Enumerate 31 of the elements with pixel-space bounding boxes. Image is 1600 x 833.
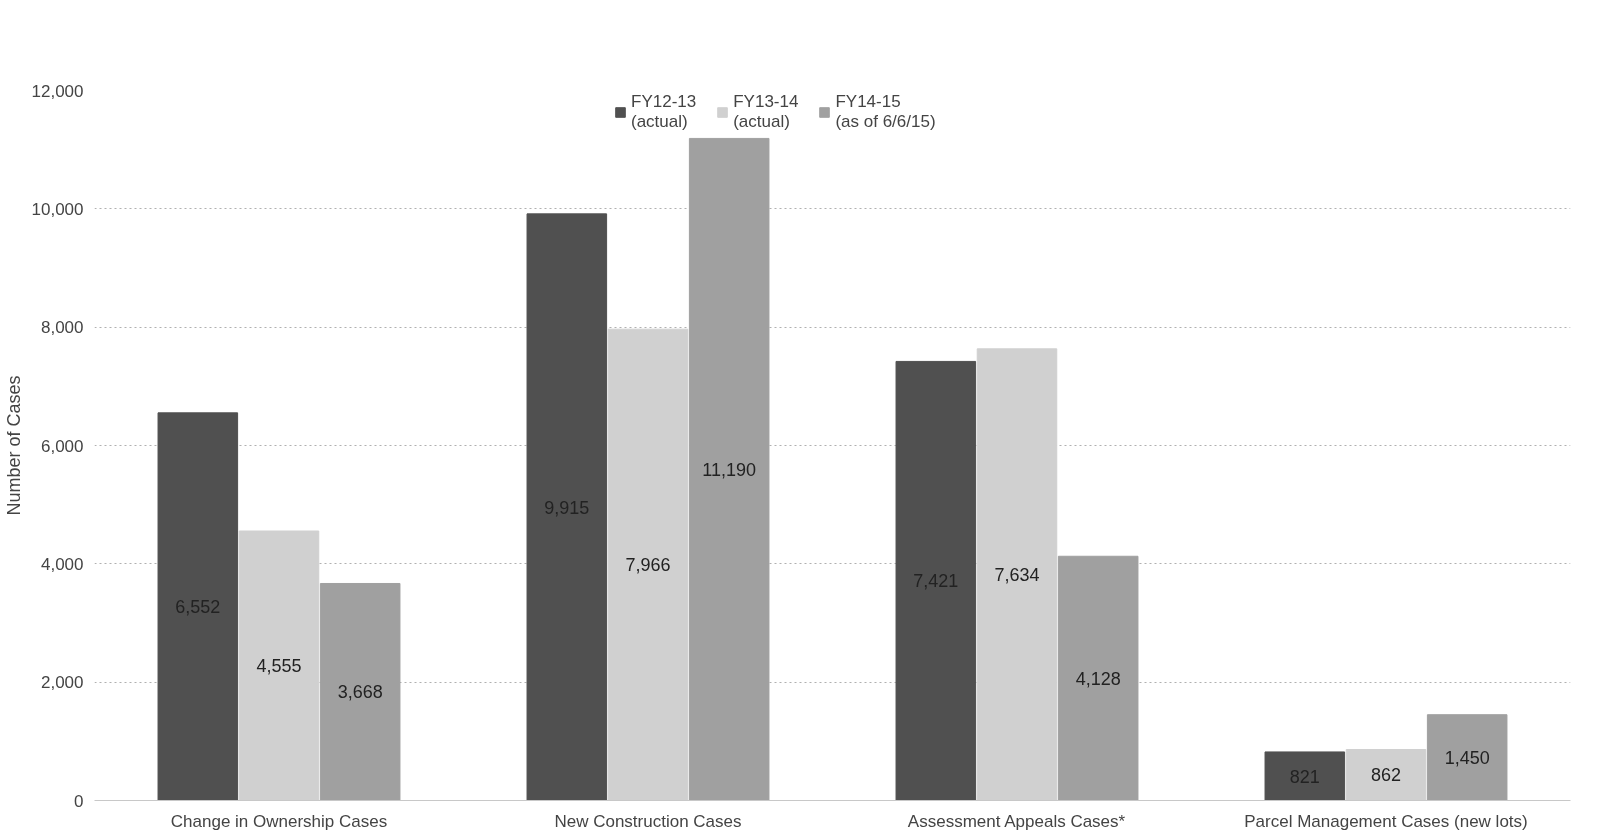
bar bbox=[1264, 751, 1346, 801]
y-tick-label: 0 bbox=[74, 791, 84, 811]
bar bbox=[319, 582, 401, 801]
y-tick-label: 10,000 bbox=[31, 199, 84, 219]
y-tick-label: 8,000 bbox=[40, 318, 84, 338]
y-tick-label: 12,000 bbox=[31, 81, 84, 101]
text: 4,128 bbox=[1075, 668, 1121, 689]
text: 862 bbox=[1370, 765, 1402, 786]
x-tick-label: New Construction Cases bbox=[554, 811, 742, 831]
legend-label: FY13-14 (actual) bbox=[733, 92, 799, 132]
legend-label: FY12-13 (actual) bbox=[631, 92, 697, 132]
bar bbox=[895, 360, 977, 801]
x-tick-label: Assessment Appeals Cases* bbox=[907, 811, 1126, 831]
text: 3,668 bbox=[337, 682, 383, 703]
text: 1,450 bbox=[1444, 748, 1490, 769]
y-tick-label: 2,000 bbox=[40, 673, 84, 693]
bar bbox=[1426, 714, 1508, 801]
bar bbox=[526, 213, 608, 801]
x-tick-label: Change in Ownership Cases bbox=[170, 811, 388, 831]
text: 11,190 bbox=[702, 459, 757, 480]
y-axis-title: Number of Cases bbox=[3, 375, 24, 516]
x-tick-label: Parcel Management Cases (new lots) bbox=[1244, 811, 1528, 831]
bar bbox=[688, 137, 770, 801]
legend-label: FY14-15 (as of 6/6/15) bbox=[835, 92, 936, 132]
bar bbox=[157, 412, 239, 801]
y-tick-label: 4,000 bbox=[40, 554, 84, 574]
y-tick-label: 6,000 bbox=[40, 436, 84, 456]
text: 7,966 bbox=[625, 555, 671, 576]
text: 7,634 bbox=[994, 565, 1040, 586]
bar bbox=[1057, 555, 1139, 801]
text: 4,555 bbox=[256, 656, 302, 677]
